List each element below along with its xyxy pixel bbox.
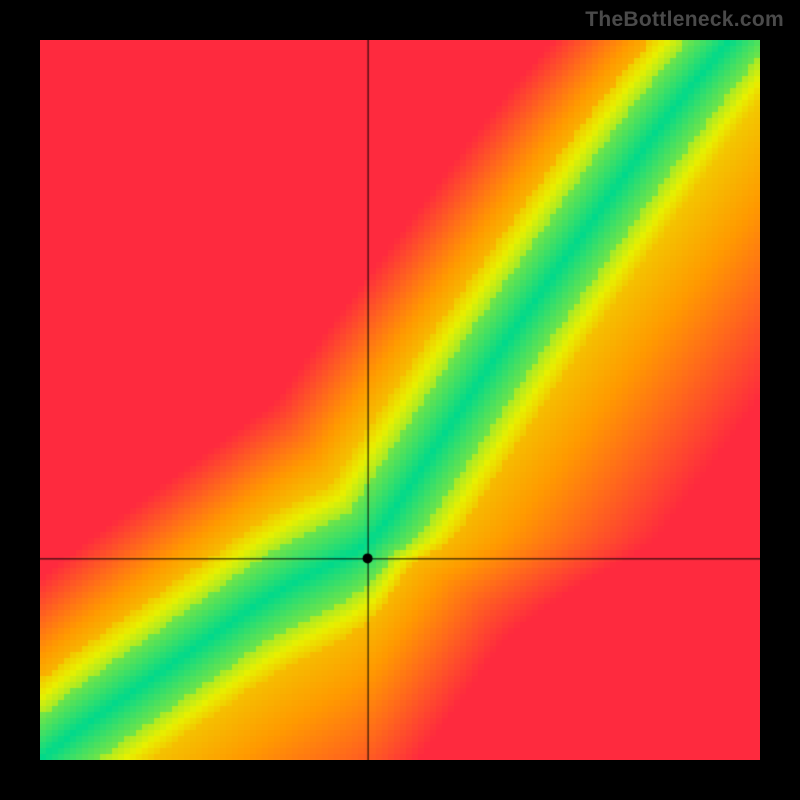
watermark-text: TheBottleneck.com <box>585 8 784 32</box>
bottleneck-heatmap <box>40 40 760 760</box>
chart-container: TheBottleneck.com <box>0 0 800 800</box>
